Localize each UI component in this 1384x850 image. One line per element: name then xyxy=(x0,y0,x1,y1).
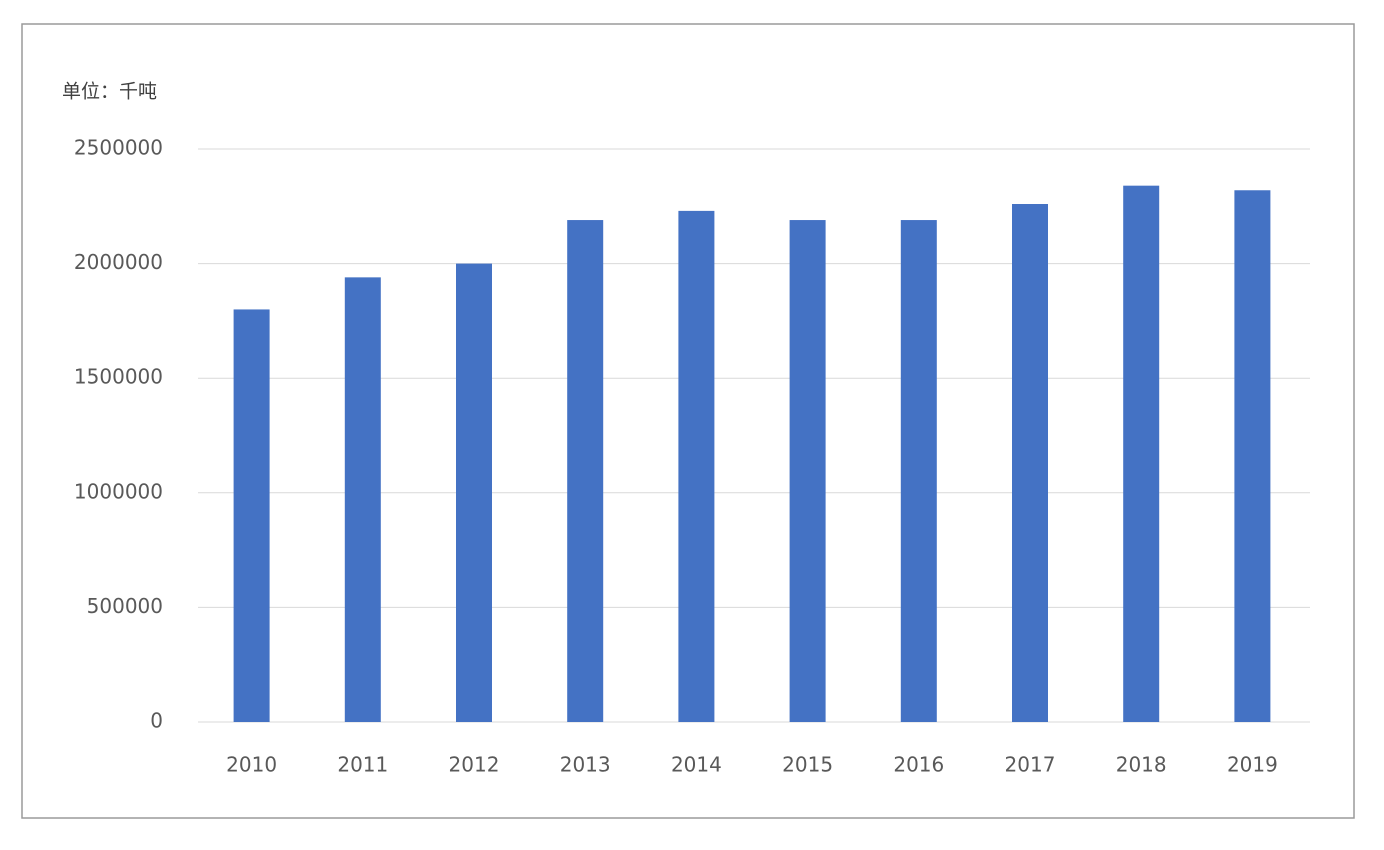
bar xyxy=(456,263,492,722)
bar xyxy=(900,220,937,722)
bar xyxy=(567,220,604,722)
x-tick-label: 2010 xyxy=(226,753,277,777)
bar xyxy=(1234,190,1271,723)
y-axis-label: 单位：千吨 xyxy=(62,81,157,103)
y-tick-label: 0 xyxy=(150,709,163,733)
y-tick-label: 2000000 xyxy=(74,250,163,274)
bar xyxy=(789,220,826,722)
x-tick-label: 2018 xyxy=(1116,753,1167,777)
bar xyxy=(233,309,270,722)
bar xyxy=(1123,185,1160,722)
x-tick-label: 2011 xyxy=(337,753,388,777)
x-tick-label: 2017 xyxy=(1005,753,1056,777)
bar xyxy=(678,210,715,722)
y-tick-label: 1000000 xyxy=(74,479,163,503)
x-tick-label: 2019 xyxy=(1227,753,1278,777)
y-tick-label: 500000 xyxy=(87,594,163,618)
x-tick-label: 2016 xyxy=(893,753,944,777)
x-tick-label: 2015 xyxy=(782,753,833,777)
x-tick-label: 2014 xyxy=(671,753,722,777)
x-tick-label: 2013 xyxy=(560,753,611,777)
bar xyxy=(344,277,381,722)
x-tick-label: 2012 xyxy=(449,753,500,777)
y-tick-label: 2500000 xyxy=(74,136,163,160)
y-tick-label: 1500000 xyxy=(74,365,163,389)
bar xyxy=(1012,204,1048,722)
